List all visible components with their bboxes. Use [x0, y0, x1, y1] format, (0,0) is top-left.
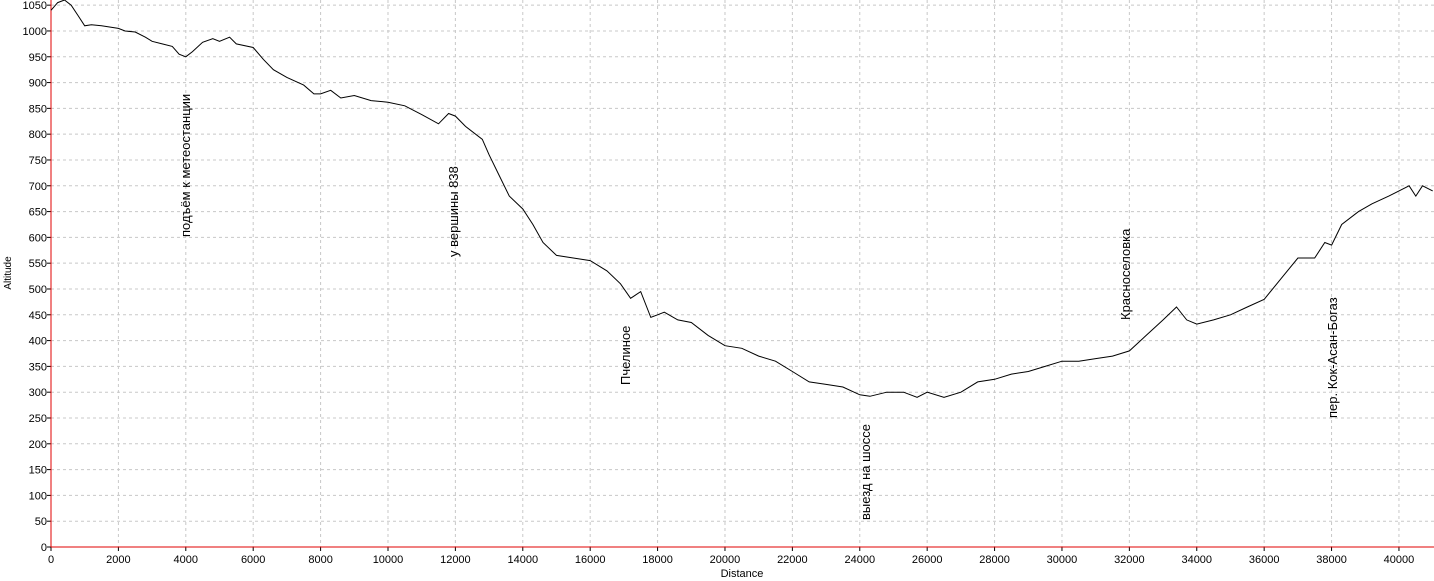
x-tick-label: 18000 — [642, 554, 673, 566]
annotation: Красноселовка — [1118, 228, 1133, 320]
elevation-line — [50, 0, 1433, 398]
x-tick-label: 34000 — [1181, 554, 1212, 566]
x-tick-label: 10000 — [373, 554, 404, 566]
y-tick-label: 150 — [29, 465, 47, 477]
x-tick-label: 36000 — [1249, 554, 1280, 566]
y-tick-label: 650 — [29, 207, 47, 219]
x-tick-label: 32000 — [1114, 554, 1145, 566]
y-tick-label: 950 — [29, 52, 47, 64]
y-tick-label: 400 — [29, 336, 47, 348]
y-tick-label: 800 — [29, 129, 47, 141]
y-tick-label: 50 — [35, 516, 47, 528]
y-tick-label: 600 — [29, 232, 47, 244]
y-tick-label: 1000 — [23, 26, 47, 38]
y-tick-label: 900 — [29, 78, 47, 90]
x-tick-label: 4000 — [174, 554, 198, 566]
x-tick-label: 40000 — [1384, 554, 1415, 566]
y-tick-label: 450 — [29, 310, 47, 322]
x-tick-label: 14000 — [507, 554, 538, 566]
x-tick-label: 24000 — [844, 554, 875, 566]
x-tick-label: 8000 — [308, 554, 332, 566]
annotation: у вершины 838 — [446, 166, 461, 257]
x-tick-label: 12000 — [440, 554, 471, 566]
x-tick-label: 22000 — [777, 554, 808, 566]
x-tick-label: 30000 — [1047, 554, 1078, 566]
annotation: Пчелиное — [618, 326, 633, 385]
y-tick-label: 250 — [29, 413, 47, 425]
y-tick-label: 700 — [29, 181, 47, 193]
x-tick-label: 6000 — [241, 554, 265, 566]
y-tick-label: 100 — [29, 490, 47, 502]
y-tick-label: 850 — [29, 103, 47, 115]
y-tick-label: 750 — [29, 155, 47, 167]
y-tick-label: 300 — [29, 387, 47, 399]
y-tick-label: 550 — [29, 258, 47, 270]
y-tick-label: 200 — [29, 439, 47, 451]
x-tick-label: 20000 — [710, 554, 741, 566]
x-tick-label: 28000 — [979, 554, 1010, 566]
x-tick-label: 38000 — [1316, 554, 1347, 566]
y-tick-label: 500 — [29, 284, 47, 296]
annotation: пер. Кок-Асан-Богаз — [1325, 297, 1340, 418]
y-axis-title: Altitude — [3, 256, 14, 290]
y-tick-label: 350 — [29, 361, 47, 373]
y-tick-label: 0 — [41, 542, 47, 554]
x-tick-label: 2000 — [106, 554, 130, 566]
y-tick-label: 1050 — [23, 0, 47, 12]
x-tick-label: 0 — [48, 554, 54, 566]
annotation: подъём к метеостанции — [178, 94, 193, 237]
annotation: выезд на шоссе — [858, 424, 873, 520]
x-axis-title: Distance — [721, 568, 764, 580]
x-tick-label: 26000 — [912, 554, 943, 566]
x-tick-label: 16000 — [575, 554, 606, 566]
